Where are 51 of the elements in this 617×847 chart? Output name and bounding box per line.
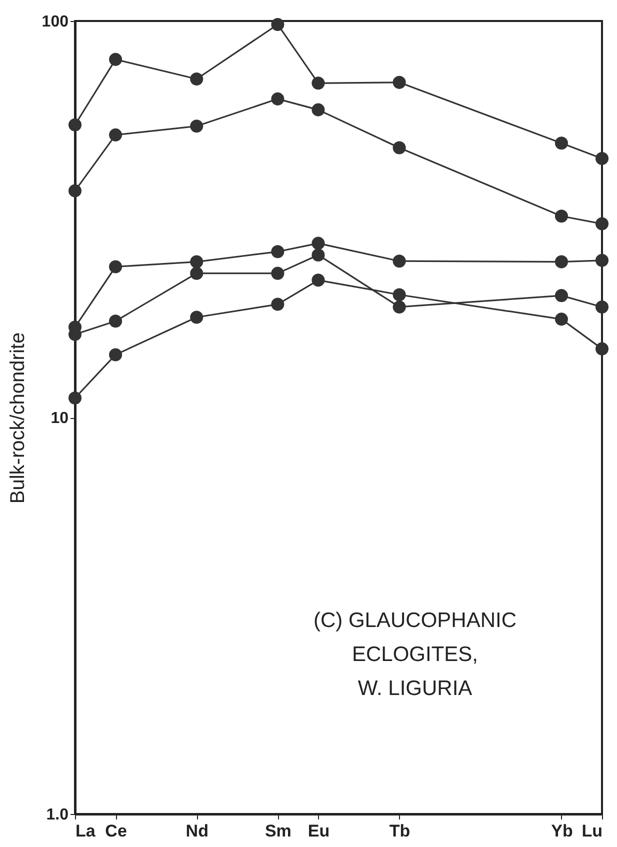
point — [392, 76, 406, 89]
point — [595, 217, 609, 230]
point — [190, 255, 204, 268]
point — [109, 128, 122, 142]
point — [554, 312, 568, 326]
point — [554, 136, 568, 150]
y-tick-label: 1.0 — [46, 806, 69, 824]
point — [595, 152, 609, 166]
x-tick-label: La — [76, 822, 96, 840]
point — [392, 141, 406, 154]
point — [271, 92, 284, 106]
x-tick-label: Yb — [551, 822, 573, 840]
x-tick-label: Ce — [105, 822, 127, 840]
point — [392, 300, 406, 314]
point — [392, 288, 406, 302]
point — [109, 314, 122, 328]
point — [312, 103, 325, 116]
point — [190, 266, 204, 280]
point — [68, 391, 82, 404]
y-tick-label: 100 — [42, 14, 69, 30]
point — [190, 72, 204, 86]
point — [68, 184, 82, 198]
point — [109, 348, 122, 362]
point — [68, 118, 82, 132]
point — [271, 18, 284, 31]
annotation: (C) GLAUCOPHANIC ECLOGITES, W. LIGURIA — [313, 609, 517, 700]
point — [595, 300, 609, 314]
point — [554, 255, 568, 268]
x-tick-label: Tb — [389, 822, 410, 840]
point — [109, 52, 122, 66]
x-tick-label: Lu — [582, 822, 602, 840]
point — [312, 274, 325, 287]
point — [271, 266, 284, 280]
point — [312, 248, 325, 262]
point — [271, 245, 284, 258]
point — [271, 298, 284, 311]
point — [312, 236, 325, 250]
point — [595, 254, 609, 267]
point — [312, 76, 325, 90]
point — [190, 120, 204, 133]
point — [190, 310, 204, 324]
y-tick-label: 10 — [50, 410, 69, 427]
point — [554, 210, 568, 223]
point — [109, 260, 122, 274]
y-axis-title: Bulk-rock/chondrite — [6, 332, 29, 504]
x-tick-label: Eu — [308, 822, 330, 840]
point — [595, 342, 609, 356]
point — [554, 289, 568, 302]
x-tick-label: Nd — [186, 822, 208, 840]
x-tick-label: Sm — [264, 822, 292, 840]
point — [392, 254, 406, 268]
